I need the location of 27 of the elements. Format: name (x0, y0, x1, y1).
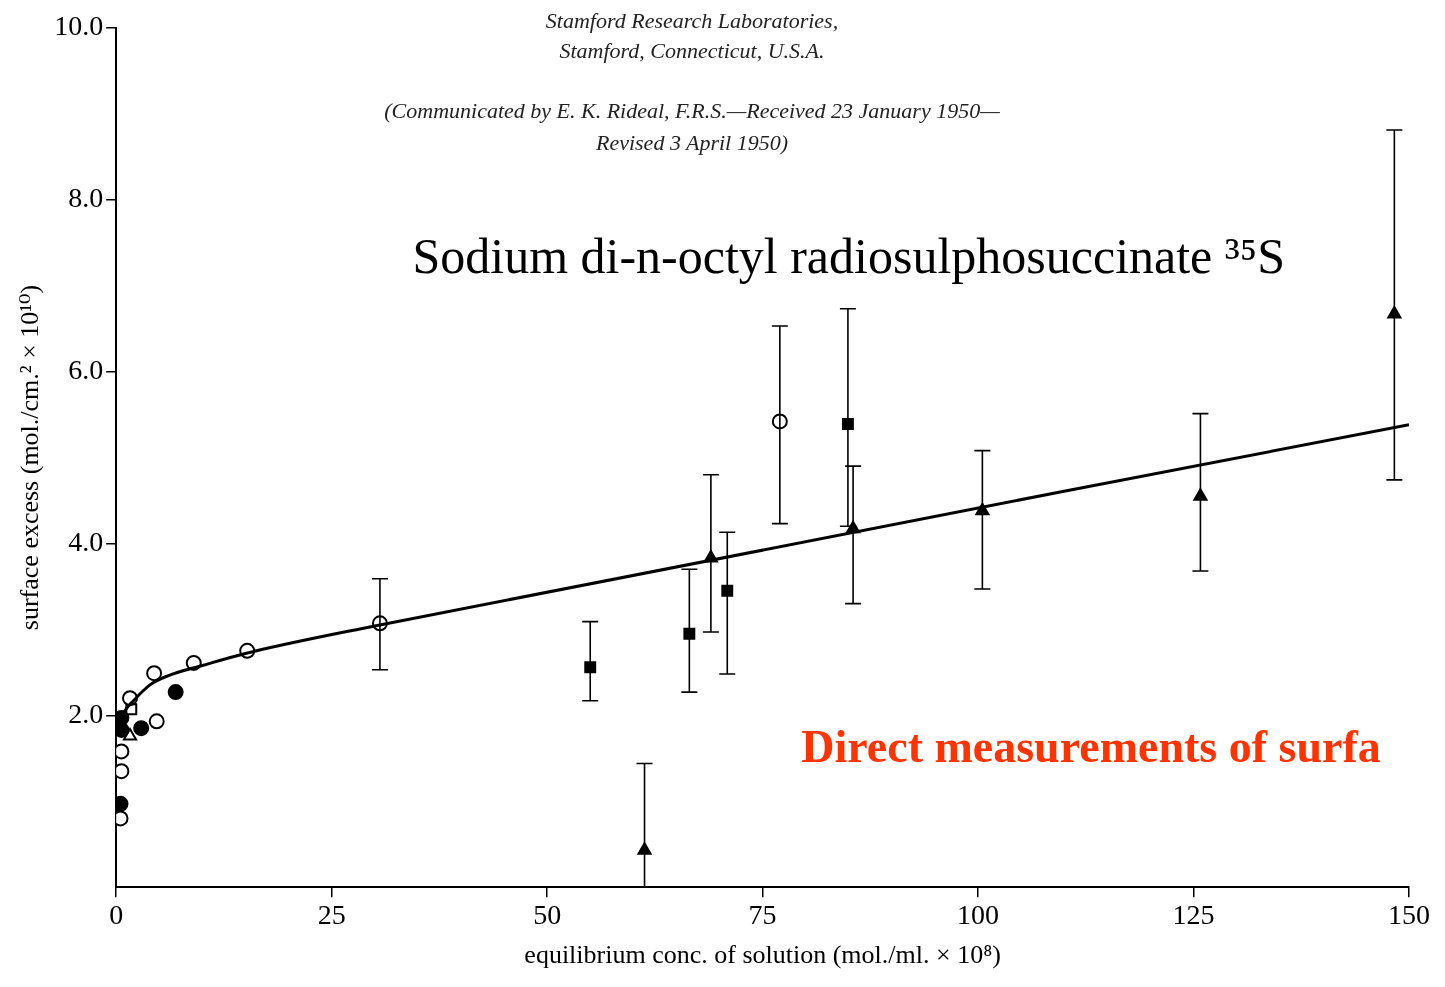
annotation: Revised 3 April 1950) (594, 129, 789, 155)
point (1193, 488, 1208, 501)
point (683, 627, 696, 640)
annotation: Sodium di-n-octyl radiosulphosuccinate ³⁵S (412, 228, 1286, 285)
annotation: Stamford Research Laboratories, (545, 7, 839, 33)
x-tick-label: 0 (109, 899, 124, 931)
x-tick-label: 125 (1172, 899, 1215, 931)
y-tick-label: 4.0 (68, 525, 104, 557)
y-tick-label: 2.0 (68, 697, 104, 729)
x-tick-label: 150 (1388, 899, 1430, 931)
point (116, 810, 129, 827)
y-axis-title: surface excess (mol./cm.² × 10¹⁰) (15, 284, 45, 631)
y-tick-label: 6.0 (68, 353, 104, 385)
point (146, 665, 163, 682)
annotation: Direct measurements of surfa (801, 720, 1381, 772)
y-tick-label: 8.0 (68, 182, 104, 214)
x-axis-title: equilibrium conc. of solution (mol./ml. × 10⁸) (524, 940, 1001, 970)
x-tick-label: 100 (957, 899, 1000, 931)
point (116, 763, 130, 780)
annotation: Stamford, Connecticut, U.S.A. (559, 37, 825, 63)
point (116, 743, 130, 760)
y-tick-label: 10.0 (54, 10, 104, 42)
point (116, 795, 129, 812)
annotation: (Communicated by E. K. Rideal, F.R.S.—Received 23 January 1950— (384, 97, 1001, 123)
x-tick-label: 50 (533, 899, 562, 931)
x-tick-label: 75 (748, 899, 777, 931)
x-tick-label: 25 (317, 899, 346, 931)
